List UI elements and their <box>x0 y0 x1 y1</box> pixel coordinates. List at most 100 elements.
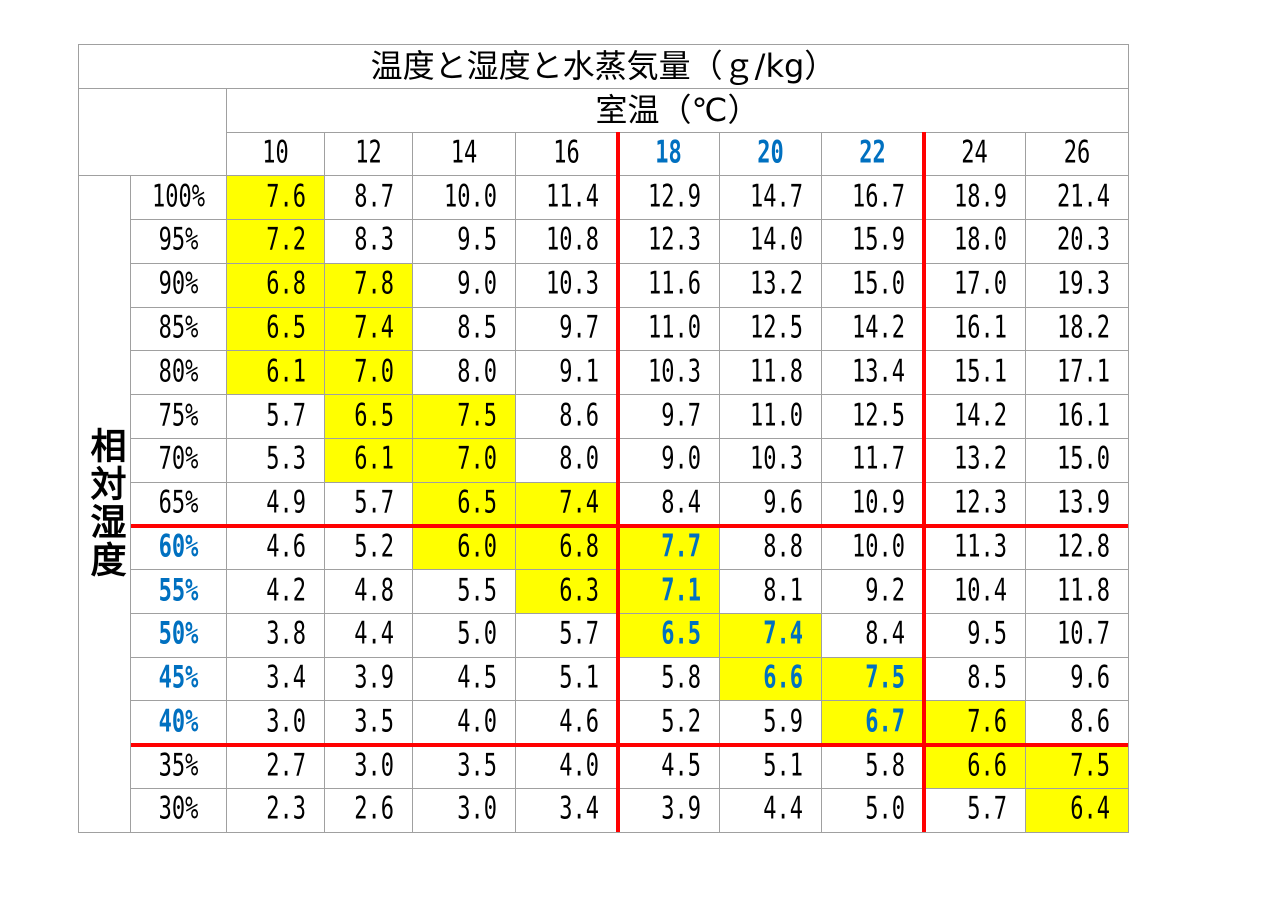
value-cell: 8.6 <box>1025 700 1129 746</box>
value-cell: 14.2 <box>821 306 924 352</box>
value-cell: 6.7 <box>821 700 924 746</box>
value-cell: 14.7 <box>719 175 822 221</box>
value-cell: 12.3 <box>923 481 1026 527</box>
relative-humidity-label: 相対湿度 <box>84 426 126 579</box>
value-cell: 8.3 <box>324 219 413 264</box>
column-header-label: 26 <box>1063 135 1091 171</box>
value-label: 11.4 <box>546 179 599 215</box>
value-cell: 10.4 <box>923 569 1026 614</box>
value-cell: 3.0 <box>412 788 516 833</box>
table-row: 85% 6.5 7.4 8.5 9.7 11.0 12.5 14.2 16.1 18.2 <box>79 306 1129 352</box>
value-label: 2.7 <box>266 748 306 784</box>
value-cell: 6.3 <box>515 569 618 614</box>
value-label: 4.5 <box>457 660 497 697</box>
value-label: 6.5 <box>354 398 394 434</box>
value-cell: 5.3 <box>226 437 325 483</box>
value-label: 7.0 <box>457 441 497 478</box>
value-label: 5.9 <box>763 704 803 740</box>
value-cell: 9.7 <box>515 306 618 352</box>
value-label: 4.8 <box>354 573 394 609</box>
row-header-75pct: 75% <box>130 394 227 439</box>
value-cell: 10.7 <box>1025 612 1129 658</box>
value-cell: 8.8 <box>719 525 822 571</box>
table-title-cell: 温度と湿度と水蒸気量（ｇ/kg） <box>78 44 1129 89</box>
table-row: 40% 3.0 3.5 4.0 4.6 5.2 5.9 6.7 7.6 8.6 <box>79 700 1129 746</box>
row-header-label: 85% <box>158 310 199 347</box>
value-cell: 6.5 <box>617 612 720 658</box>
value-label: 11.0 <box>648 310 701 347</box>
value-label: 6.1 <box>266 354 306 390</box>
value-cell: 12.3 <box>617 219 720 264</box>
value-label: 7.5 <box>865 660 905 697</box>
value-label: 8.0 <box>559 441 599 478</box>
value-cell: 3.4 <box>226 656 325 702</box>
value-label: 8.1 <box>763 573 803 609</box>
value-cell: 7.2 <box>226 219 325 264</box>
row-header-label: 100% <box>152 179 205 215</box>
value-label: 10.9 <box>852 485 905 522</box>
value-cell: 21.4 <box>1025 175 1129 221</box>
value-label: 9.5 <box>457 222 497 259</box>
value-cell: 10.3 <box>719 437 822 483</box>
column-header-12: 12 <box>324 131 413 177</box>
value-cell: 7.5 <box>821 656 924 702</box>
value-cell: 10.9 <box>821 481 924 527</box>
title-row: 温度と湿度と水蒸気量（ｇ/kg） <box>78 44 1129 89</box>
value-cell: 7.6 <box>226 175 325 221</box>
row-header-label: 45% <box>158 660 199 697</box>
row-header-55pct: 55% <box>130 569 227 614</box>
relative-humidity-header-cell: 相対湿度 <box>78 175 131 833</box>
value-cell: 8.5 <box>923 656 1026 702</box>
value-cell: 7.5 <box>1025 744 1129 790</box>
value-cell: 3.9 <box>324 656 413 702</box>
value-cell: 5.5 <box>412 569 516 614</box>
value-cell: 4.4 <box>324 612 413 658</box>
column-header-26: 26 <box>1025 131 1129 177</box>
value-cell: 6.1 <box>324 437 413 483</box>
value-label: 4.4 <box>354 616 394 653</box>
row-header-50pct: 50% <box>130 612 227 658</box>
value-cell: 7.4 <box>719 612 822 658</box>
value-label: 3.5 <box>457 748 497 784</box>
value-label: 16.1 <box>954 310 1007 347</box>
value-cell: 9.1 <box>515 350 618 396</box>
row-header-label: 35% <box>158 748 199 784</box>
value-cell: 4.5 <box>412 656 516 702</box>
value-label: 14.0 <box>750 222 803 259</box>
value-cell: 5.8 <box>617 656 720 702</box>
vapor-table: 温度と湿度と水蒸気量（ｇ/kg） 室温（℃） 10 12 14 16 18 20 22 24 2… <box>78 44 1129 833</box>
value-cell: 11.8 <box>719 350 822 396</box>
value-label: 9.0 <box>661 441 701 478</box>
value-cell: 2.3 <box>226 788 325 833</box>
value-cell: 9.7 <box>617 394 720 439</box>
value-cell: 7.0 <box>412 437 516 483</box>
row-header-label: 50% <box>158 616 199 653</box>
value-label: 5.0 <box>865 791 905 828</box>
value-label: 8.6 <box>559 398 599 434</box>
table-row: 50% 3.8 4.4 5.0 5.7 6.5 7.4 8.4 9.5 10.7 <box>79 612 1129 658</box>
value-cell: 15.0 <box>821 262 924 308</box>
value-cell: 7.4 <box>515 481 618 527</box>
value-cell: 5.1 <box>515 656 618 702</box>
value-label: 8.0 <box>457 354 497 390</box>
row-header-label: 90% <box>158 266 199 303</box>
row-header-label: 60% <box>158 529 199 565</box>
value-label: 20.3 <box>1057 222 1110 259</box>
value-cell: 4.6 <box>515 700 618 746</box>
value-label: 10.8 <box>546 222 599 259</box>
value-label: 4.5 <box>661 748 701 784</box>
divider-line-vertical <box>615 132 620 832</box>
column-header-label: 20 <box>757 135 784 171</box>
value-label: 8.3 <box>354 222 394 259</box>
value-cell: 5.0 <box>821 788 924 833</box>
value-label: 5.0 <box>457 616 497 653</box>
value-label: 6.6 <box>763 660 803 697</box>
divider-line-horizontal <box>130 742 1128 747</box>
column-header-label: 12 <box>355 135 382 171</box>
corner-cell <box>78 87 227 177</box>
value-cell: 8.4 <box>821 612 924 658</box>
value-label: 6.4 <box>1070 791 1110 828</box>
value-label: 5.8 <box>865 748 905 784</box>
value-cell: 5.2 <box>324 525 413 571</box>
value-label: 11.3 <box>954 529 1007 565</box>
